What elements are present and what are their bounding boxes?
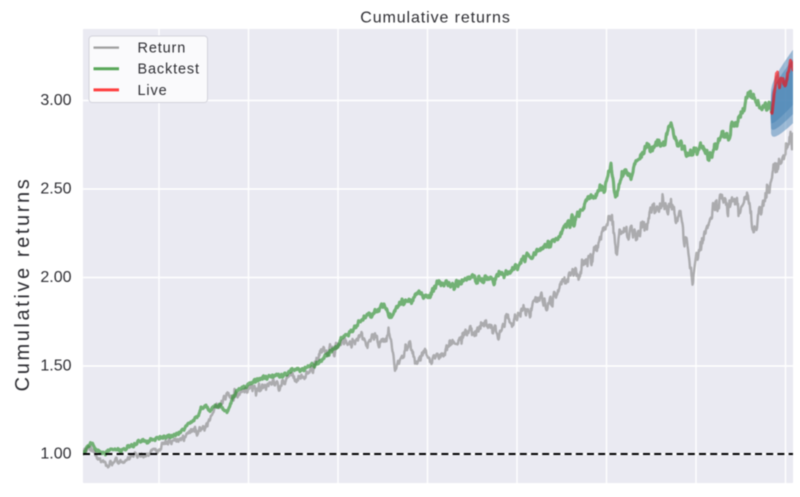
- svg-text:Backtest: Backtest: [138, 62, 200, 78]
- svg-text:Return: Return: [138, 40, 187, 56]
- svg-text:Cumulative returns: Cumulative returns: [12, 177, 34, 392]
- svg-text:2.50: 2.50: [40, 181, 71, 198]
- svg-text:Live: Live: [138, 83, 168, 99]
- svg-text:1.00: 1.00: [40, 446, 71, 463]
- svg-text:2.00: 2.00: [40, 269, 71, 286]
- svg-text:Cumulative returns: Cumulative returns: [360, 10, 510, 27]
- svg-text:3.00: 3.00: [40, 92, 71, 109]
- svg-text:1.50: 1.50: [40, 358, 71, 375]
